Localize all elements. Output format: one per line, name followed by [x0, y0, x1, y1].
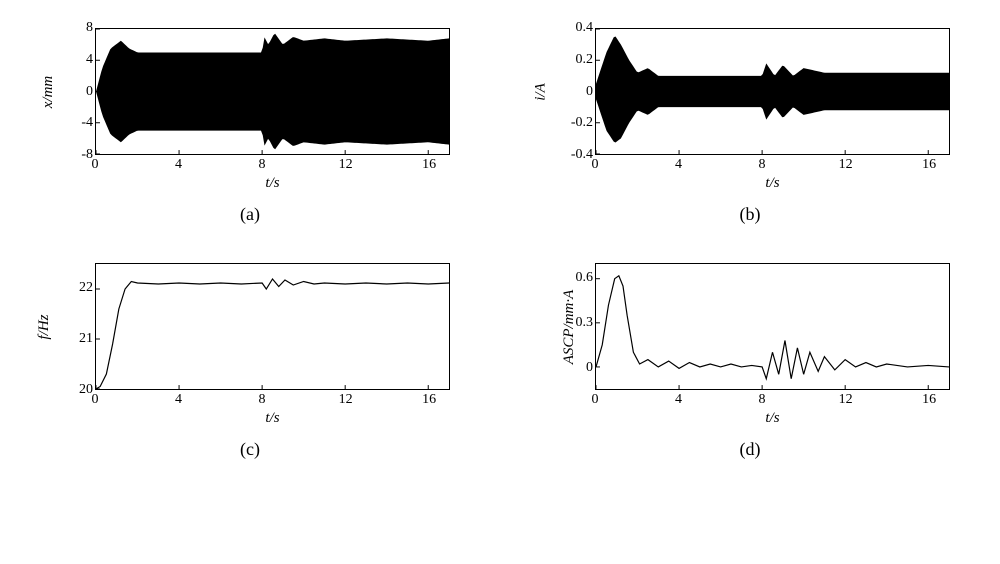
figure-grid: -8-4048x/mm0481216t/s(a)-0.4-0.200.20.4i…: [20, 20, 980, 460]
plot-svg: [96, 29, 449, 154]
signal-envelope: [596, 36, 949, 142]
y-tick: 20: [43, 382, 93, 398]
x-tick: 0: [92, 157, 99, 173]
y-label: i/A: [532, 83, 549, 101]
x-tick: 12: [839, 157, 853, 173]
x-axis: 0 4 8 12 16 t/s: [95, 390, 450, 425]
chart-box: 00.30.6ASCP/mm·A0481216t/s: [540, 255, 960, 425]
y-axis: -8-4048x/mm: [40, 28, 95, 155]
x-tick: 4: [175, 392, 182, 408]
x-label: t/s: [765, 410, 779, 427]
panel-d: 00.30.6ASCP/mm·A0481216t/s(d): [520, 255, 980, 460]
y-tick: 0: [543, 84, 593, 100]
plot-svg: [596, 264, 949, 389]
y-axis: -0.4-0.200.20.4i/A: [540, 28, 595, 155]
signal-envelope: [96, 34, 449, 150]
y-tick: -4: [43, 115, 93, 131]
x-tick: 12: [339, 392, 353, 408]
x-tick: 0: [592, 392, 599, 408]
y-tick: 8: [43, 20, 93, 36]
y-tick: 22: [43, 280, 93, 296]
panel-caption: (d): [740, 439, 761, 460]
x-axis: 0 4 8 12 16 t/s: [595, 155, 950, 190]
x-tick: 0: [592, 157, 599, 173]
x-axis: 0 4 8 12 16 t/s: [595, 390, 950, 425]
x-tick: 16: [922, 157, 936, 173]
x-tick: 12: [339, 157, 353, 173]
chart-box: -8-4048x/mm 0 4 8 12 16 t/s: [40, 20, 460, 190]
x-label: t/s: [765, 175, 779, 192]
y-label: ASCP/mm·A: [561, 289, 578, 364]
panel-b: -0.4-0.200.20.4i/A0481216t/s(b): [520, 20, 980, 225]
plot-svg: [596, 29, 949, 154]
panel-a: -8-4048x/mm 0 4 8 12 16 t/s (a): [20, 20, 480, 225]
plot-area: [95, 263, 450, 390]
y-label: f/Hz: [36, 314, 53, 339]
chart-box: -0.4-0.200.20.4i/A0481216t/s: [540, 20, 960, 190]
x-tick: 16: [422, 157, 436, 173]
signal-line: [596, 276, 949, 379]
y-tick: -0.4: [543, 147, 593, 163]
panel-caption: (a): [240, 204, 260, 225]
x-label: t/s: [265, 175, 279, 192]
x-tick: 8: [759, 157, 766, 173]
chart-box: 202122f/Hz 0 4 8 12 16 t/s: [40, 255, 460, 425]
plot-area: [595, 28, 950, 155]
plot-area: [95, 28, 450, 155]
signal-line: [96, 279, 449, 389]
x-tick: 16: [922, 392, 936, 408]
x-tick: 8: [759, 392, 766, 408]
y-axis: 00.30.6ASCP/mm·A: [540, 263, 595, 390]
y-tick: -8: [43, 147, 93, 163]
x-tick: 0: [92, 392, 99, 408]
x-tick: 4: [675, 392, 682, 408]
y-tick: 0.6: [543, 270, 593, 286]
y-label: x/mm: [40, 75, 57, 108]
plot-svg: [96, 264, 449, 389]
panel-c: 202122f/Hz 0 4 8 12 16 t/s (c): [20, 255, 480, 460]
plot-area: [595, 263, 950, 390]
x-tick: 16: [422, 392, 436, 408]
y-tick: 0.4: [543, 20, 593, 36]
y-axis: 202122f/Hz: [40, 263, 95, 390]
panel-caption: (b): [740, 204, 761, 225]
x-tick: 12: [839, 392, 853, 408]
x-tick: 8: [259, 157, 266, 173]
x-tick: 8: [259, 392, 266, 408]
y-tick: 0.2: [543, 52, 593, 68]
panel-caption: (c): [240, 439, 260, 460]
x-tick: 4: [175, 157, 182, 173]
x-tick: 4: [675, 157, 682, 173]
x-axis: 0 4 8 12 16 t/s: [95, 155, 450, 190]
y-tick: -0.2: [543, 115, 593, 131]
x-label: t/s: [265, 410, 279, 427]
y-tick: 4: [43, 52, 93, 68]
